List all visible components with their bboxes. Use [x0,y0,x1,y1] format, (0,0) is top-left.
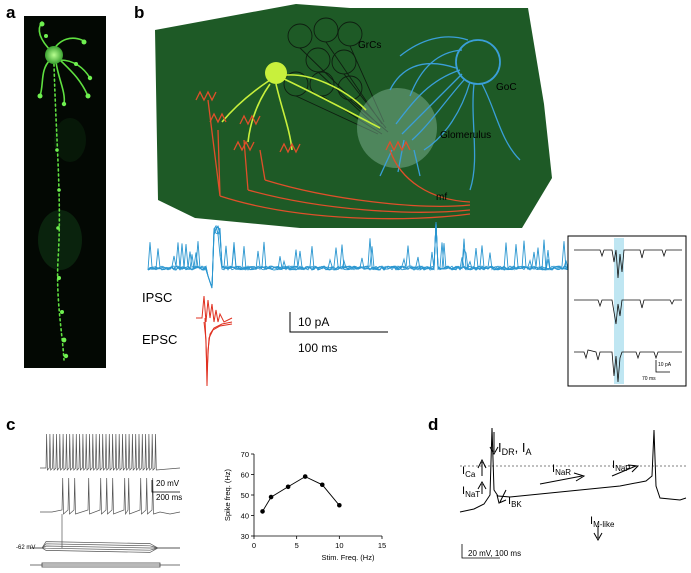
x-tick-label: 5 [295,541,299,550]
current-arrows [477,432,640,542]
ibk-label: IBK [508,495,522,509]
granule-cell-outlines [283,17,389,135]
grcs-label: GrCs [358,40,381,51]
granule-cell-soma [265,62,287,84]
ipsc-trace [147,221,569,289]
y-axis-label: Spike freq. (Hz) [223,468,232,521]
voltage-scale-bar [151,480,180,493]
inset-scale-current: 10 pA [658,362,672,368]
scale-voltage-label: 20 mV [156,479,180,488]
micrograph-soma [45,46,63,64]
scale-time-label: 100 ms [298,341,337,355]
y-tick-label: 60 [241,471,249,480]
data-point [285,484,291,490]
spike-trace-low [40,477,181,516]
panel-c-label: c [6,415,15,434]
data-point [319,482,325,488]
y-tick-label: 30 [241,532,249,541]
y-tick-label: 70 [241,450,249,459]
idr-ia-label: IDR, IA [498,440,532,457]
ipsc-label: IPSC [142,290,172,305]
inar-label: INaR [552,463,571,477]
y-tick-label: 40 [241,512,249,521]
glomerulus-label: Glomerulus [440,130,491,141]
subthreshold-trace [30,545,180,549]
panel-a-label: a [6,3,16,22]
panel-b-label: b [134,3,144,22]
inset-scale-time: 70 ms [642,376,656,382]
inat-label: INaT [462,485,480,499]
glomerulus-schematic: GrCs GoC Glomerulus mf [155,4,552,228]
x-axis-label: Stim. Freq. (Hz) [322,553,375,562]
goc-label: GoC [496,82,517,93]
model-trace: IDR, IA ICa INaT IBK INaR INaP IM-like 2… [459,427,687,559]
panel-d-label: d [428,415,438,434]
data-point [337,502,342,508]
step-protocol [30,562,180,568]
ipsc-traces [147,221,569,289]
x-tick-label: 10 [335,541,343,550]
resting-potential-label: -62 mV [16,545,35,551]
scale-bar-d [461,544,500,559]
data-point [268,494,274,500]
micrograph [24,16,106,368]
y-tick-label: 50 [241,491,249,500]
x-tick-label: 0 [252,541,256,550]
mf-label: mf [436,192,447,203]
data-point [302,474,308,479]
granule-cell [221,74,381,151]
inap-label: INaP [612,459,631,473]
ipsc-trace [147,221,569,289]
mossy-fibers [195,90,471,220]
epsc-trace [196,295,233,387]
spike-frequency-chart: 0 5 10 15 30 40 50 60 70 Stim. Freq. (Hz) Spike fr… [223,450,386,562]
spike-traces [30,433,181,553]
subthreshold-trace [30,547,180,553]
x-tick-label: 15 [378,541,386,550]
scale-current-label: 10 pA [298,315,329,329]
membrane-potential-trace [459,427,687,513]
epsc-label: EPSC [142,332,177,347]
ica-label: ICa [462,465,476,479]
golgi-cell [379,36,521,191]
ipsc-inset: 10 pA 70 ms [567,235,687,387]
ipsc-scale-bar [289,312,388,333]
data-point [260,509,265,514]
glomerulus-region [357,88,437,168]
im-like-label: IM-like [590,515,615,529]
scale-time-c-label: 200 ms [156,493,182,502]
scale-d-label: 20 mV, 100 ms [468,549,521,558]
spike-trace-high [40,433,181,471]
series-line [262,476,340,512]
